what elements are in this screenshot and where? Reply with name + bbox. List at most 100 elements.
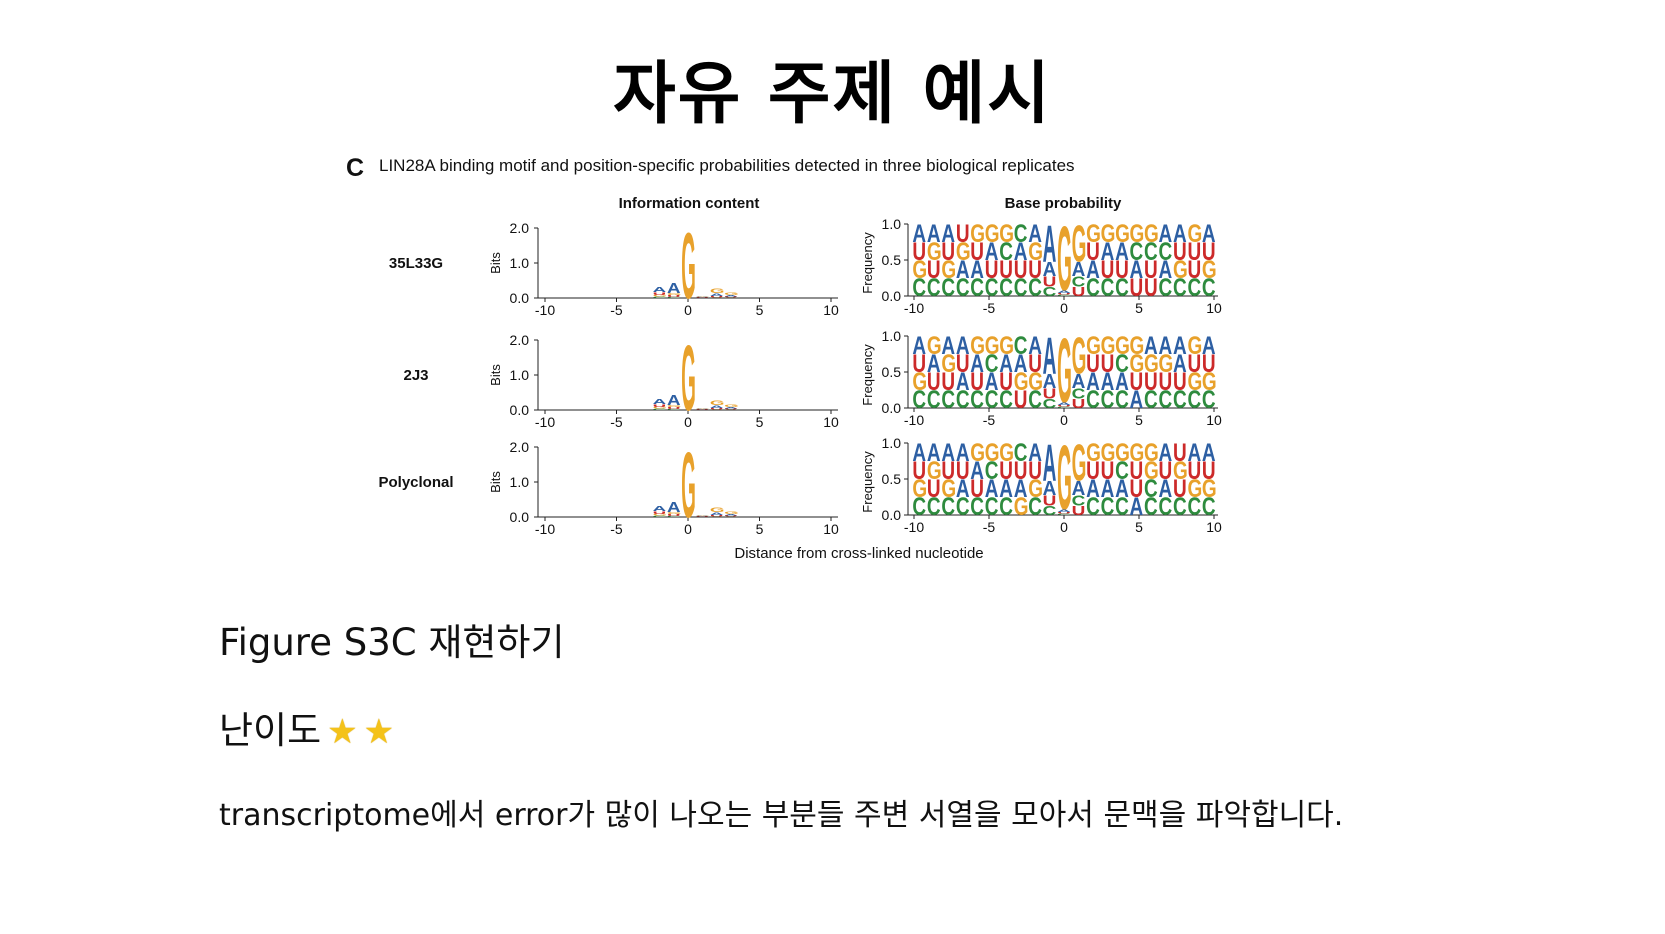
freq-letter: C: [970, 385, 984, 413]
x-axis-label: Distance from cross-linked nucleotide: [734, 545, 983, 562]
freq-letter: A: [999, 474, 1013, 502]
freq-letter: C: [1086, 273, 1100, 301]
freq-letter: A: [912, 331, 926, 359]
logo-letter: A: [667, 392, 681, 408]
freq-letter: A: [941, 438, 955, 466]
freq-letter: U: [1057, 293, 1071, 295]
logo-letter: G: [710, 287, 725, 294]
freq-letter: U: [1187, 349, 1201, 377]
left-x-tick-label: 0: [684, 521, 692, 537]
right-x-tick-label: -5: [983, 412, 996, 428]
right-x-tick-label: -10: [904, 300, 924, 316]
logo-letter: A: [710, 292, 724, 296]
freq-letter: U: [1057, 512, 1071, 514]
freq-letter: A: [1144, 331, 1158, 359]
freq-letter: G: [941, 349, 956, 377]
freq-letter: C: [1028, 492, 1042, 520]
logo-letter: A: [710, 511, 724, 515]
freq-letter: C: [985, 273, 999, 301]
freq-letter: U: [1173, 438, 1187, 466]
left-ylabel: Bits: [488, 364, 503, 386]
freq-letter: A: [1043, 216, 1057, 273]
freq-letter: A: [1158, 331, 1172, 359]
freq-letter: C: [999, 273, 1013, 301]
freq-letter: C: [912, 273, 926, 301]
freq-letter: U: [1144, 255, 1158, 283]
logo-letter: A: [696, 408, 710, 409]
freq-letter: U: [1086, 237, 1100, 265]
freq-letter: G: [1202, 474, 1217, 502]
freq-letter: A: [1130, 492, 1144, 520]
logo-letter: C: [710, 409, 724, 410]
logo-letter: C: [724, 409, 738, 410]
freq-letter: C: [941, 385, 955, 413]
freq-letter: U: [1043, 385, 1057, 402]
logo-letter: G: [653, 406, 668, 409]
freq-letter: U: [970, 474, 984, 502]
freq-letter: A: [956, 331, 970, 359]
logo-letter: A: [653, 286, 667, 295]
freq-letter: C: [985, 492, 999, 520]
logo-letter: G: [681, 215, 696, 319]
logo-letter: A: [653, 398, 667, 407]
right-x-tick-label: 10: [1206, 412, 1222, 428]
freq-letter: A: [1158, 474, 1172, 502]
logo-letter: U: [710, 408, 724, 410]
freq-letter: U: [999, 456, 1013, 484]
left-y-tick-label: 1.0: [510, 367, 530, 383]
freq-letter: C: [970, 492, 984, 520]
freq-letter: C: [956, 492, 970, 520]
freq-letter: G: [1028, 237, 1043, 265]
freq-letter: C: [956, 385, 970, 413]
freq-letter: C: [1101, 492, 1115, 520]
freq-letter: C: [1014, 219, 1028, 247]
left-x-tick-label: -5: [610, 302, 623, 318]
freq-letter: U: [1144, 273, 1158, 301]
freq-letter: A: [985, 474, 999, 502]
left-x-tick-label: -5: [610, 414, 623, 430]
freq-letter: C: [999, 492, 1013, 520]
freq-letter: U: [941, 367, 955, 395]
left-x-tick-label: 0: [684, 414, 692, 430]
freq-letter: G: [1173, 456, 1188, 484]
freq-letter: U: [1028, 255, 1042, 283]
difficulty-label: 난이도: [219, 709, 322, 752]
difficulty-stars: ★ ★: [321, 709, 394, 752]
freq-letter: G: [1130, 349, 1145, 377]
logo-letter: U: [653, 291, 667, 295]
logo-letter: C: [653, 408, 667, 410]
logo-letter: G: [681, 328, 696, 431]
freq-letter: G: [1173, 255, 1188, 283]
freq-letter: C: [1158, 273, 1172, 301]
freq-letter: A: [1028, 219, 1042, 247]
logo-letter: C: [653, 515, 667, 517]
freq-letter: A: [941, 219, 955, 247]
freq-letter: C: [1202, 385, 1216, 413]
left-y-tick-label: 2.0: [510, 220, 530, 236]
freq-letter: G: [1072, 216, 1087, 273]
freq-letter: G: [1187, 474, 1202, 502]
star-icon: ★: [327, 712, 358, 752]
freq-letter: C: [1202, 273, 1216, 301]
logo-letter: G: [653, 513, 668, 516]
logo-letter: G: [696, 407, 711, 408]
logo-letter: G: [710, 399, 725, 406]
logo-letter: U: [667, 295, 681, 298]
freq-letter: C: [941, 492, 955, 520]
logo-letter: A: [653, 505, 667, 514]
freq-letter: C: [1115, 349, 1129, 377]
freq-letter: C: [999, 385, 1013, 413]
freq-letter: U: [1158, 367, 1172, 395]
freq-letter: A: [1115, 367, 1129, 395]
right-y-tick-label: 1.0: [882, 435, 902, 451]
logo-letter: C: [667, 409, 681, 411]
freq-letter: G: [1101, 438, 1116, 466]
logo-letter: G: [696, 514, 711, 515]
freq-letter: C: [1057, 294, 1071, 296]
freq-letter: U: [1130, 474, 1144, 502]
freq-letter: A: [970, 349, 984, 377]
logo-letter: U: [724, 515, 738, 517]
freq-letter: G: [1187, 367, 1202, 395]
freq-letter: A: [1086, 255, 1100, 283]
freq-letter: U: [1014, 385, 1028, 413]
